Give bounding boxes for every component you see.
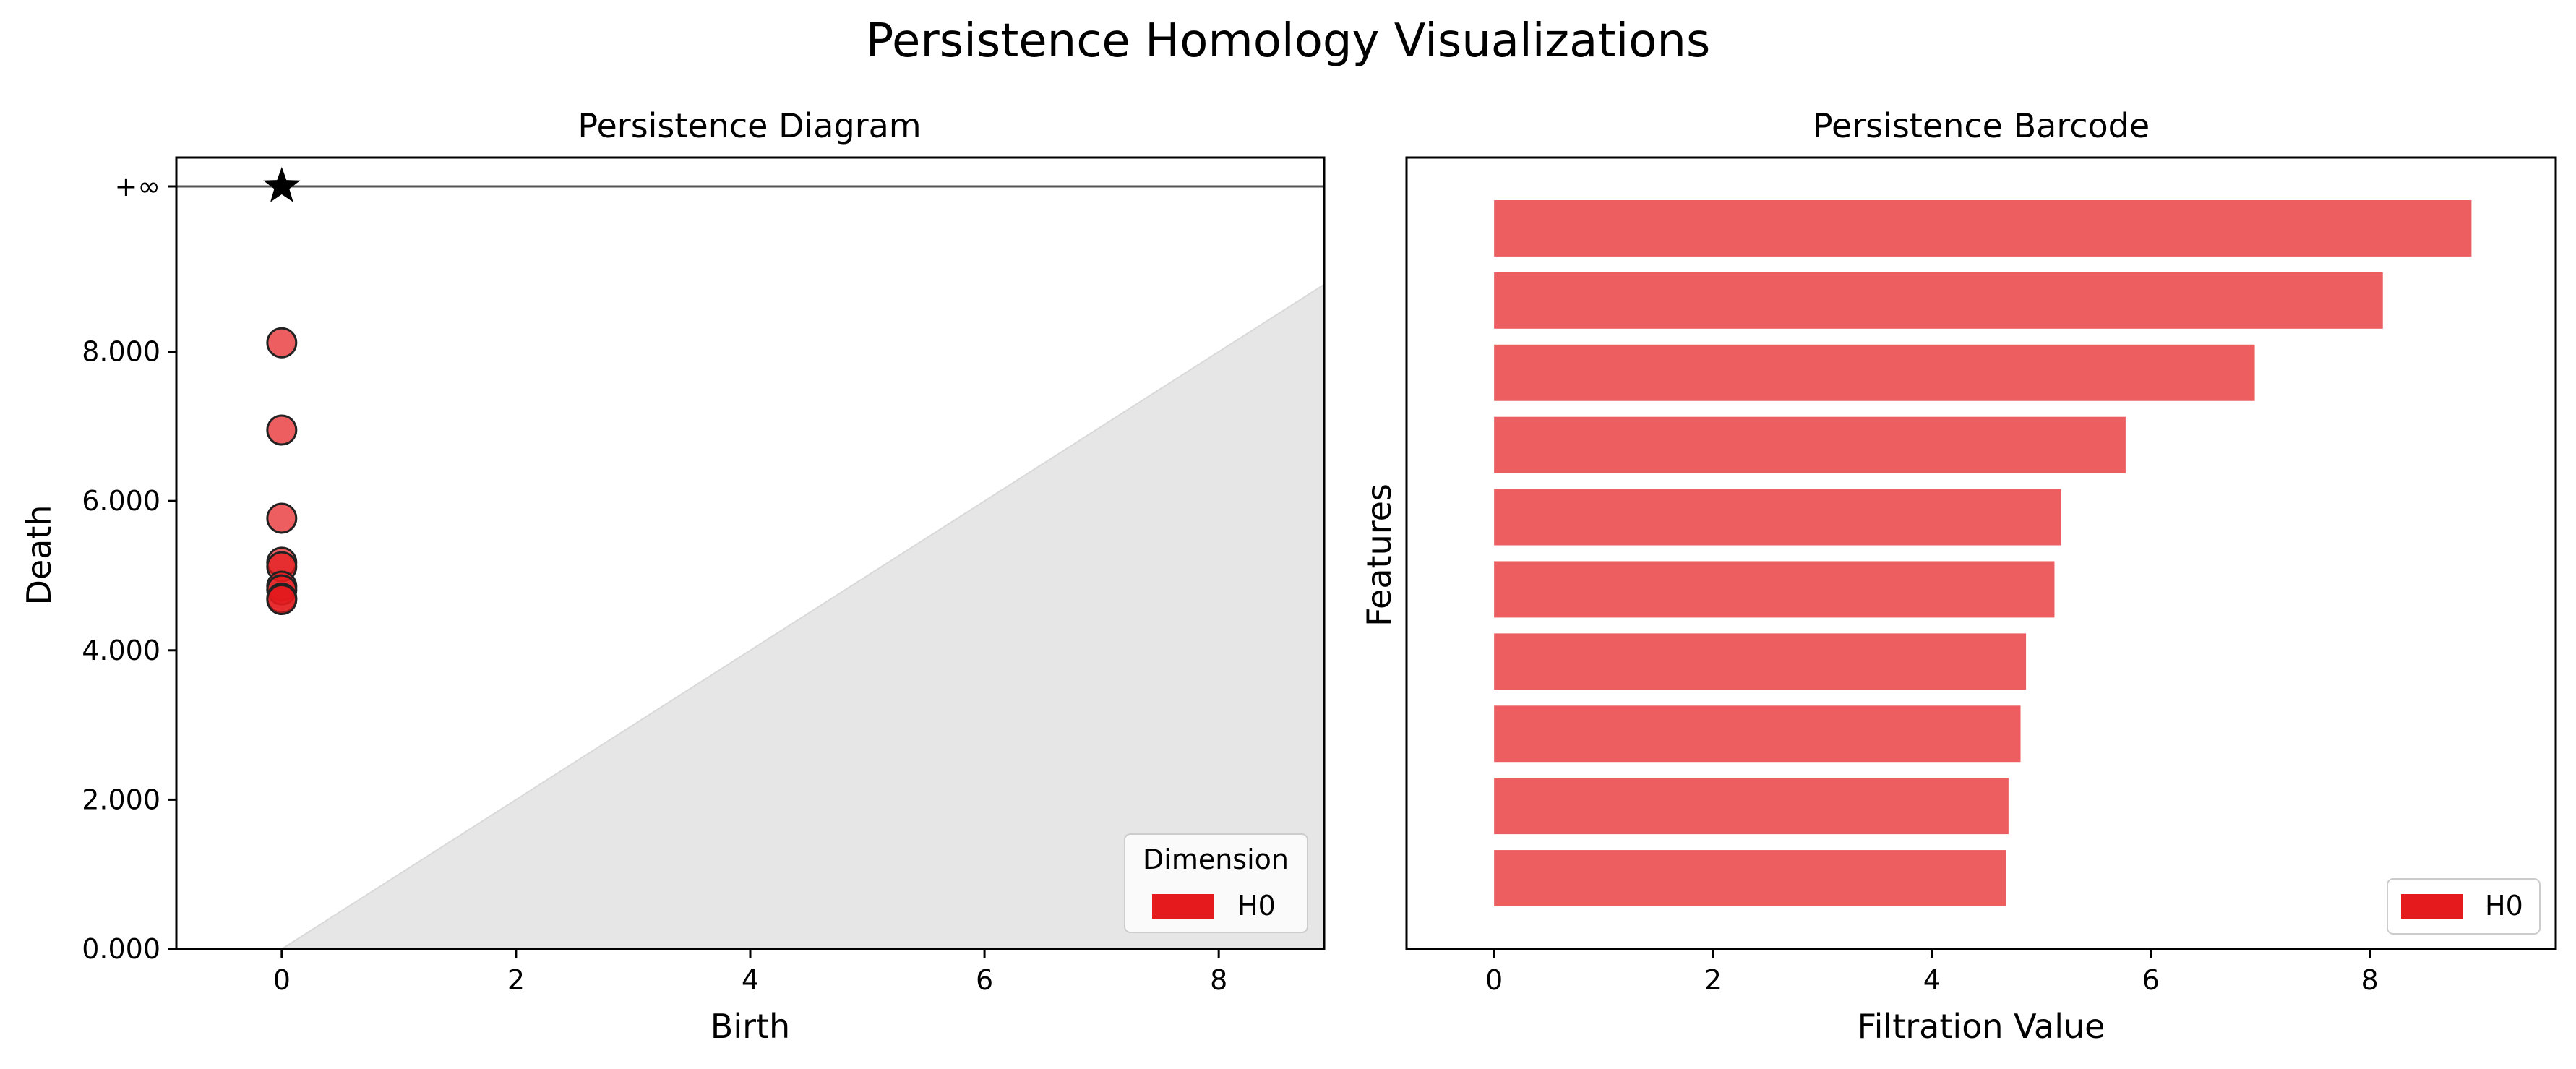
diagram-y-tick-label: 2.000 bbox=[82, 783, 160, 815]
barcode-x-tick-label: 8 bbox=[2361, 964, 2378, 996]
diagram-y-tick-label: 0.000 bbox=[82, 933, 160, 965]
diagram-legend-title: Dimension bbox=[1143, 843, 1289, 875]
diagram-infinite-point-star bbox=[263, 167, 301, 202]
diagram-frame bbox=[175, 156, 1326, 950]
diagram-y-tick-label: 4.000 bbox=[82, 635, 160, 666]
barcode-x-ticks: 0 2 4 6 8 bbox=[1485, 949, 2379, 996]
diagram-x-label: Birth bbox=[710, 1007, 790, 1046]
persistence-diagram: Persistence Diagram 0 2 4 6 8 0.000 2.000 4.00… bbox=[20, 106, 1326, 1046]
diagram-point bbox=[266, 584, 298, 616]
barcode-bars bbox=[1494, 199, 2472, 907]
barcode-legend: H0 bbox=[2387, 878, 2541, 935]
diagram-x-ticks: 0 2 4 6 8 bbox=[273, 949, 1227, 996]
diagram-point bbox=[266, 502, 298, 534]
diagram-legend-swatch bbox=[1152, 894, 1214, 919]
barcode-y-label: Features bbox=[1360, 484, 1399, 627]
barcode-bar bbox=[1494, 778, 2009, 835]
diagram-point bbox=[266, 327, 298, 359]
barcode-bar bbox=[1494, 850, 2006, 907]
barcode-x-tick-label: 4 bbox=[1923, 964, 1941, 996]
diagram-y-tick-label: 8.000 bbox=[82, 336, 160, 368]
diagram-x-tick-label: 8 bbox=[1210, 964, 1227, 996]
diagram-points bbox=[263, 167, 301, 616]
barcode-bar bbox=[1494, 272, 2383, 329]
diagram-y-tick-label: +∞ bbox=[115, 171, 161, 202]
diagram-title: Persistence Diagram bbox=[578, 106, 921, 145]
barcode-bar bbox=[1494, 416, 2126, 473]
figure-title: Persistence Homology Visualizations bbox=[866, 14, 1711, 68]
barcode-x-tick-label: 0 bbox=[1485, 964, 1503, 996]
barcode-bar bbox=[1494, 561, 2055, 618]
diagram-y-label: Death bbox=[20, 505, 59, 605]
diagram-x-tick-label: 4 bbox=[742, 964, 759, 996]
diagram-x-tick-label: 0 bbox=[273, 964, 291, 996]
barcode-x-tick-label: 2 bbox=[1704, 964, 1722, 996]
barcode-bar bbox=[1494, 705, 2021, 763]
diagram-x-tick-label: 2 bbox=[507, 964, 525, 996]
barcode-legend-swatch bbox=[2401, 894, 2463, 919]
barcode-frame bbox=[1405, 156, 2557, 950]
persistence-barcode: Persistence Barcode 0 2 4 6 8 Filtration Val… bbox=[1360, 106, 2557, 1046]
diagram-legend-label: H0 bbox=[1237, 890, 1276, 922]
barcode-legend-box bbox=[2387, 878, 2541, 935]
barcode-bar bbox=[1494, 344, 2255, 401]
barcode-title: Persistence Barcode bbox=[1813, 106, 2150, 145]
barcode-legend-label: H0 bbox=[2485, 890, 2523, 922]
diagram-x-tick-label: 6 bbox=[976, 964, 993, 996]
diagram-y-tick-label: 6.000 bbox=[82, 485, 160, 517]
diagram-legend: Dimension H0 bbox=[1124, 833, 1308, 933]
barcode-x-label: Filtration Value bbox=[1858, 1007, 2105, 1046]
barcode-bar bbox=[1494, 633, 2027, 690]
barcode-bar bbox=[1494, 489, 2061, 546]
diagram-y-ticks: 0.000 2.000 4.000 6.000 8.000 +∞ bbox=[82, 171, 176, 965]
diagram-point bbox=[266, 414, 298, 446]
barcode-bar bbox=[1494, 199, 2472, 257]
barcode-x-tick-label: 6 bbox=[2142, 964, 2160, 996]
